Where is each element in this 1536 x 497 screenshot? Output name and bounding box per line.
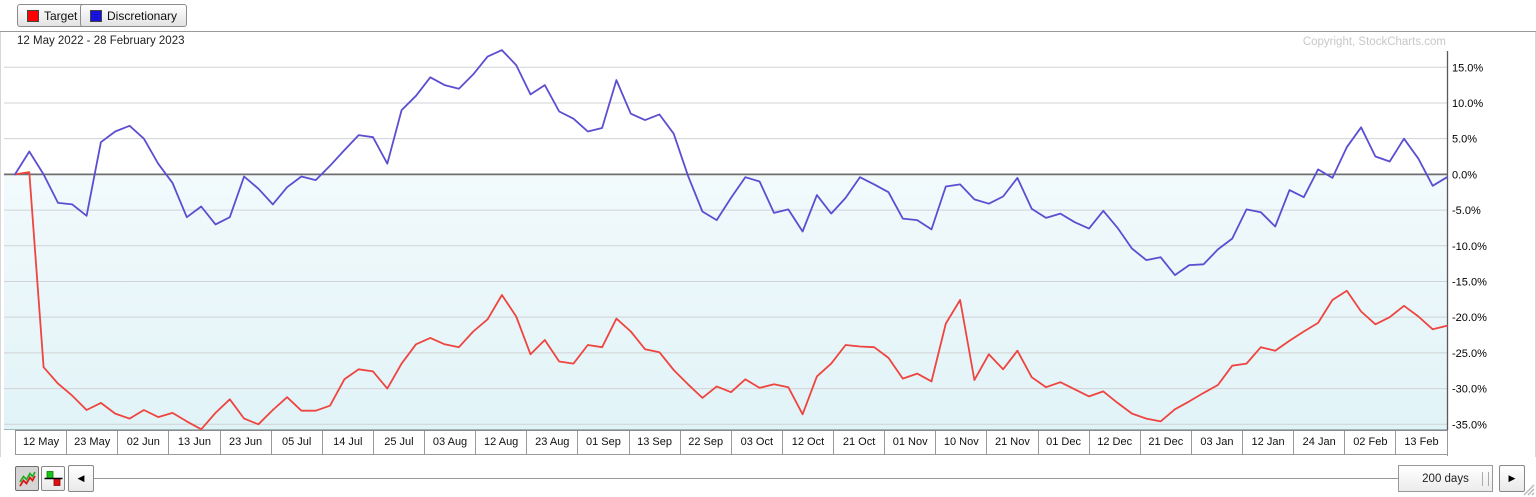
period-slider-handle[interactable]: 200 days — [1398, 465, 1493, 492]
x-axis-label: 13 Sep — [628, 431, 680, 455]
bottom-toolbar: ◀ 200 days ▶ — [0, 457, 1536, 497]
performance-line-chart: 15.0% 10.0% 5.0% 0.0% -5.0% -10.0% -15.0% -20.0… — [4, 49, 1487, 430]
x-axis-label: 05 Jul — [270, 431, 322, 455]
x-axis-label: 25 Jul — [372, 431, 424, 455]
line-chart-icon — [18, 471, 36, 487]
scroll-left-button[interactable]: ◀ — [68, 465, 94, 492]
svg-text:0.0%: 0.0% — [1452, 169, 1477, 181]
svg-text:-15.0%: -15.0% — [1452, 276, 1487, 288]
svg-text:-30.0%: -30.0% — [1452, 384, 1487, 396]
x-axis-label: 03 Aug — [424, 431, 476, 455]
scroll-right-button[interactable]: ▶ — [1499, 465, 1525, 492]
legend-target-button[interactable]: Target — [17, 4, 88, 27]
chart-region: 12 May 2022 - 28 February 2023 Copyright… — [0, 33, 1536, 430]
x-axis-label: 21 Oct — [833, 431, 885, 455]
handle-grip-icon — [1482, 472, 1489, 486]
x-axis-label: 01 Nov — [884, 431, 936, 455]
legend-discretionary-label: Discretionary — [107, 8, 178, 23]
x-axis-label: 23 Aug — [526, 431, 578, 455]
x-axis-label: 12 Aug — [475, 431, 527, 455]
svg-text:15.0%: 15.0% — [1452, 62, 1483, 74]
x-axis-label: 21 Dec — [1139, 431, 1191, 455]
x-axis-label: 10 Nov — [935, 431, 987, 455]
x-axis-label: 01 Sep — [577, 431, 629, 455]
x-axis-label: 02 Jun — [117, 431, 169, 455]
svg-text:-20.0%: -20.0% — [1452, 312, 1487, 324]
x-axis-label: 14 Jul — [321, 431, 373, 455]
histogram-icon — [44, 471, 62, 486]
line-mode-button[interactable] — [15, 466, 39, 491]
period-label: 200 days — [1422, 472, 1469, 485]
x-axis-label: 13 Jun — [168, 431, 220, 455]
x-axis-label: 01 Dec — [1037, 431, 1089, 455]
discretionary-color-swatch-icon — [90, 9, 102, 22]
x-axis-label: 03 Oct — [730, 431, 782, 455]
x-axis-label: 22 Sep — [679, 431, 731, 455]
x-axis-label: 12 Dec — [1088, 431, 1140, 455]
x-axis-row: 12 May 23 May 02 Jun 13 Jun 23 Jun 05 Jul 14 J… — [0, 430, 1536, 456]
svg-text:-5.0%: -5.0% — [1452, 205, 1481, 217]
x-axis-label: 21 Nov — [986, 431, 1038, 455]
legend-discretionary-button[interactable]: Discretionary — [80, 4, 188, 27]
x-axis-label: 13 Feb — [1395, 431, 1447, 455]
svg-text:10.0%: 10.0% — [1452, 98, 1483, 110]
x-axis-label: 23 May — [66, 431, 118, 455]
x-axis-label: 03 Jan — [1190, 431, 1242, 455]
resize-grip-icon[interactable] — [1521, 482, 1535, 496]
legend-bar: Target Discretionary — [0, 0, 1536, 32]
svg-text:5.0%: 5.0% — [1452, 134, 1477, 146]
x-axis-label: 12 May — [15, 431, 67, 455]
x-axis-label: 02 Feb — [1344, 431, 1396, 455]
date-range-label: 12 May 2022 - 28 February 2023 — [17, 35, 185, 47]
legend-target-label: Target — [44, 8, 78, 23]
x-axis-label: 12 Jan — [1242, 431, 1294, 455]
histogram-mode-button[interactable] — [41, 466, 65, 491]
svg-text:-25.0%: -25.0% — [1452, 348, 1487, 360]
x-axis-cells: 12 May 23 May 02 Jun 13 Jun 23 Jun 05 Jul 14 J… — [15, 430, 1448, 456]
left-arrow-icon: ◀ — [77, 473, 85, 483]
target-color-swatch-icon — [27, 9, 39, 22]
svg-text:-10.0%: -10.0% — [1452, 241, 1487, 253]
copyright-label: Copyright, StockCharts.com — [1302, 36, 1446, 48]
x-axis-label: 12 Oct — [781, 431, 833, 455]
period-slider-track[interactable] — [94, 478, 1398, 479]
right-arrow-icon: ▶ — [1508, 473, 1516, 483]
svg-text:-35.0%: -35.0% — [1452, 419, 1487, 430]
x-axis-label: 24 Jan — [1293, 431, 1345, 455]
x-axis-label: 23 Jun — [219, 431, 271, 455]
